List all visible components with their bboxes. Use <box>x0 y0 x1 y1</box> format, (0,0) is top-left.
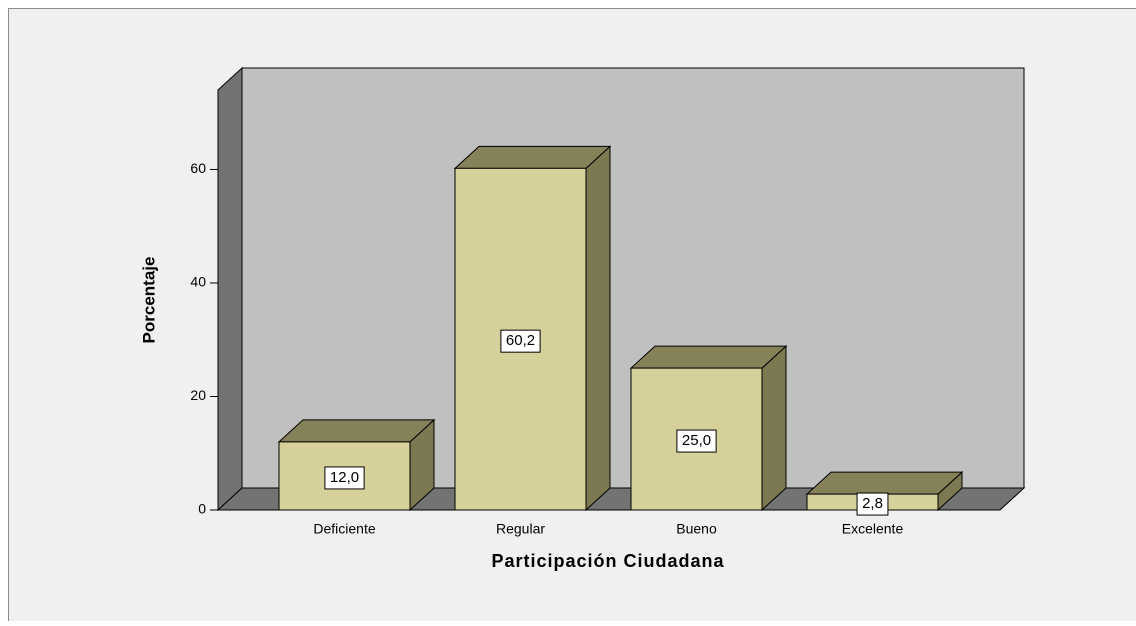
y-tick-label: 0 <box>198 501 206 517</box>
bar-top <box>631 346 786 368</box>
value-label: 12,0 <box>330 469 359 486</box>
bar-top <box>807 472 962 494</box>
y-tick-label: 20 <box>190 387 206 403</box>
x-tick-label: Bueno <box>676 521 717 537</box>
y-tick-label: 60 <box>190 160 206 176</box>
x-tick-label: Regular <box>496 521 545 537</box>
value-label: 2,8 <box>862 495 883 512</box>
x-axis-title: Participación Ciudadana <box>491 551 724 571</box>
bar-side <box>762 346 786 510</box>
y-tick-label: 40 <box>190 274 206 290</box>
side-wall <box>218 68 242 510</box>
bar-top <box>455 146 610 168</box>
y-axis-title: Porcentaje <box>139 257 158 344</box>
value-label: 60,2 <box>506 332 535 349</box>
value-label: 25,0 <box>682 432 711 449</box>
x-tick-label: Deficiente <box>313 521 375 537</box>
x-tick-label: Excelente <box>842 521 904 537</box>
bar-side <box>586 146 610 510</box>
bar-top <box>279 420 434 442</box>
